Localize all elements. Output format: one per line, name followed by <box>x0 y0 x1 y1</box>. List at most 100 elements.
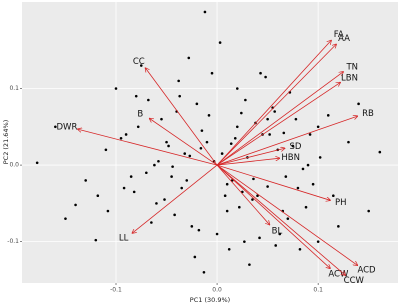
point <box>197 228 201 232</box>
point <box>347 140 350 144</box>
point <box>311 182 315 186</box>
loading-label: RB <box>362 109 374 119</box>
point <box>284 175 288 178</box>
loading-arrow <box>216 164 345 275</box>
point <box>235 87 239 90</box>
point <box>202 270 206 274</box>
point <box>193 255 197 259</box>
point <box>178 94 181 98</box>
loading-label: CC <box>133 57 145 67</box>
point <box>124 133 128 136</box>
loading-arrow <box>145 68 218 166</box>
point <box>291 144 295 148</box>
loading-label: SD <box>289 142 301 152</box>
loading-arrow <box>216 148 285 166</box>
point <box>301 167 305 171</box>
point <box>294 117 298 121</box>
point <box>296 186 300 190</box>
point <box>54 125 57 129</box>
y-tick-label: -0.1 <box>7 238 19 245</box>
plot-panel <box>22 2 398 283</box>
point <box>64 217 67 220</box>
point <box>233 136 237 140</box>
x-tick-label: 0.0 <box>212 287 222 294</box>
loading-label: LBN <box>341 73 358 83</box>
loading-arrow <box>78 129 218 166</box>
point <box>163 198 166 201</box>
point <box>171 165 174 168</box>
point <box>35 161 39 165</box>
loading-label: ACD <box>357 266 376 276</box>
point <box>157 159 160 163</box>
point <box>316 240 320 243</box>
point <box>238 205 241 209</box>
point <box>129 175 133 178</box>
point <box>218 41 222 44</box>
point <box>183 152 187 155</box>
point <box>332 194 335 198</box>
point <box>210 71 214 75</box>
point <box>337 225 340 228</box>
point <box>167 144 170 148</box>
loading-label: BL <box>272 226 283 236</box>
point <box>132 190 136 194</box>
point <box>200 129 204 132</box>
point <box>326 114 330 117</box>
point <box>286 217 290 220</box>
point <box>229 142 233 145</box>
point <box>225 182 229 186</box>
point <box>160 117 163 121</box>
point <box>316 125 320 129</box>
point <box>357 102 360 106</box>
loading-label: FA <box>334 30 344 40</box>
point <box>243 240 246 243</box>
point <box>122 186 126 190</box>
point <box>195 102 199 106</box>
y-tick-label: 0.1 <box>9 85 19 92</box>
loading-label: B <box>137 109 143 119</box>
x-tick-label: -0.1 <box>110 287 122 294</box>
point <box>119 136 123 140</box>
point <box>256 194 259 198</box>
point <box>378 150 382 154</box>
loading-label: ACW <box>328 269 349 279</box>
point <box>274 244 277 247</box>
loading-arrow <box>216 164 357 265</box>
point <box>278 232 282 236</box>
point <box>227 248 231 251</box>
point <box>96 194 100 198</box>
loading-arrow <box>216 164 270 225</box>
point <box>188 154 192 158</box>
point <box>273 110 276 113</box>
point <box>190 225 194 228</box>
point <box>139 64 143 67</box>
point <box>114 87 118 90</box>
point <box>199 146 203 150</box>
x-tick-label: 0.1 <box>313 287 323 294</box>
loading-label: HBN <box>281 153 300 163</box>
loading-arrow <box>216 40 331 166</box>
point <box>165 140 168 144</box>
point <box>94 238 98 242</box>
point <box>207 114 211 117</box>
point <box>173 213 176 217</box>
y-tick-label: 0.0 <box>9 162 19 169</box>
loading-arrow <box>217 158 280 166</box>
loading-arrow <box>132 164 218 233</box>
point <box>177 79 180 83</box>
loading-arrow <box>216 164 330 200</box>
point <box>225 209 229 213</box>
loading-label: TN <box>345 62 358 72</box>
point <box>304 205 308 209</box>
point <box>145 171 148 175</box>
point <box>258 236 261 240</box>
point <box>266 185 269 188</box>
point <box>259 71 262 75</box>
point <box>240 111 243 115</box>
point <box>367 209 370 213</box>
point <box>74 203 77 207</box>
point <box>106 209 110 213</box>
point <box>155 202 158 205</box>
point <box>318 156 322 159</box>
